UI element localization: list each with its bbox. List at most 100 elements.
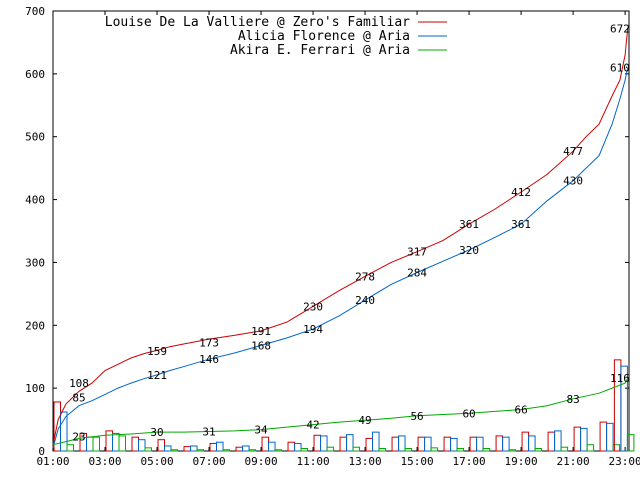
bar — [346, 434, 354, 452]
legend-label: Akira E. Ferrari @ Aria — [230, 43, 410, 58]
bar — [495, 435, 504, 452]
legend-label: Alicia Florence @ Aria — [238, 29, 410, 44]
x-tick-label: 11:00 — [296, 455, 329, 468]
data-label: 56 — [410, 410, 423, 423]
y-tick-label: 200 — [25, 319, 45, 332]
y-tick-label: 600 — [25, 68, 45, 81]
data-label: 361 — [511, 218, 531, 231]
series-line — [52, 377, 629, 446]
bar — [404, 447, 413, 452]
bar — [235, 446, 244, 452]
bar — [105, 430, 114, 452]
data-label: 672 — [610, 23, 630, 36]
data-label: 278 — [355, 270, 375, 283]
bar — [196, 449, 205, 452]
series-lines — [52, 28, 629, 449]
bar — [268, 441, 276, 452]
bar — [378, 447, 387, 452]
data-label: 610 — [610, 62, 630, 75]
bar — [222, 449, 231, 452]
data-label: 317 — [407, 246, 427, 259]
bar — [190, 445, 198, 452]
data-label: 146 — [199, 353, 219, 366]
bar — [398, 435, 406, 452]
bar — [573, 426, 582, 452]
data-label: 173 — [199, 336, 219, 349]
data-label: 60 — [462, 407, 475, 420]
x-tick-label: 23:00 — [609, 455, 640, 468]
data-label: 191 — [251, 325, 271, 338]
bar — [469, 436, 478, 452]
bar — [528, 435, 536, 452]
data-label: 49 — [358, 414, 371, 427]
bar — [502, 436, 510, 452]
y-axis: 0 100 200 300 400 500 600 700 — [25, 5, 629, 458]
bar — [476, 436, 484, 452]
bar — [391, 436, 400, 452]
bar — [242, 445, 250, 452]
plot-frame — [52, 10, 630, 452]
bar — [287, 441, 296, 452]
data-label: 31 — [202, 426, 215, 439]
x-tick-label: 05:00 — [140, 455, 173, 468]
bar — [372, 431, 380, 452]
x-tick-label: 07:00 — [192, 455, 225, 468]
bar — [86, 436, 94, 452]
y-tick-label: 0 — [38, 445, 45, 458]
y-tick-label: 300 — [25, 256, 45, 269]
bar — [599, 421, 608, 452]
data-label: 121 — [147, 369, 167, 382]
data-label: 42 — [306, 419, 319, 432]
data-label: 194 — [303, 323, 323, 336]
bar — [424, 436, 432, 452]
x-axis: 01:00 03:00 05:00 07:00 09:00 11:00 13:00 15:00… — [36, 11, 640, 468]
x-tick-label: 21:00 — [557, 455, 590, 468]
bar — [118, 435, 127, 452]
data-label: 116 — [610, 372, 630, 385]
y-tick-label: 700 — [25, 5, 45, 18]
bar — [248, 449, 257, 452]
bar — [326, 446, 335, 452]
bar — [144, 447, 153, 452]
data-label: 159 — [147, 345, 167, 358]
data-label: 23 — [72, 431, 85, 444]
bar — [620, 365, 628, 452]
data-labels: 108 159 173 191 230 278 317 361 412 477 672 85 121 14… — [69, 23, 630, 444]
data-label: 240 — [355, 294, 375, 307]
x-tick-label: 13:00 — [348, 455, 381, 468]
bar — [626, 434, 635, 452]
data-label: 85 — [72, 392, 85, 405]
data-label: 320 — [459, 244, 479, 257]
series-line — [52, 28, 629, 445]
bar — [274, 449, 283, 452]
data-label: 34 — [254, 424, 268, 437]
y-tick-label: 100 — [25, 382, 45, 395]
bar — [183, 446, 192, 452]
legend-label: Louise De La Valliere @ Zero's Familiar — [105, 15, 410, 30]
bar — [560, 446, 569, 452]
bar — [580, 427, 588, 452]
bar — [60, 411, 68, 452]
bar — [66, 444, 74, 452]
x-tick-label: 09:00 — [244, 455, 277, 468]
bar — [554, 430, 562, 452]
bar — [456, 447, 465, 452]
x-tick-label: 17:00 — [453, 455, 486, 468]
bar — [534, 447, 543, 452]
bar — [300, 447, 309, 452]
data-label: 412 — [511, 186, 531, 199]
bar — [170, 449, 179, 452]
bar — [450, 437, 458, 452]
bar — [131, 436, 140, 452]
bar — [313, 434, 322, 452]
data-label: 168 — [251, 339, 271, 352]
bar — [138, 439, 146, 452]
data-label: 30 — [150, 426, 163, 439]
y-tick-label: 400 — [25, 194, 45, 207]
data-label: 83 — [566, 393, 579, 406]
bar — [352, 446, 361, 452]
y-tick-label: 500 — [25, 131, 45, 144]
bar — [164, 445, 172, 452]
bar — [320, 435, 328, 452]
